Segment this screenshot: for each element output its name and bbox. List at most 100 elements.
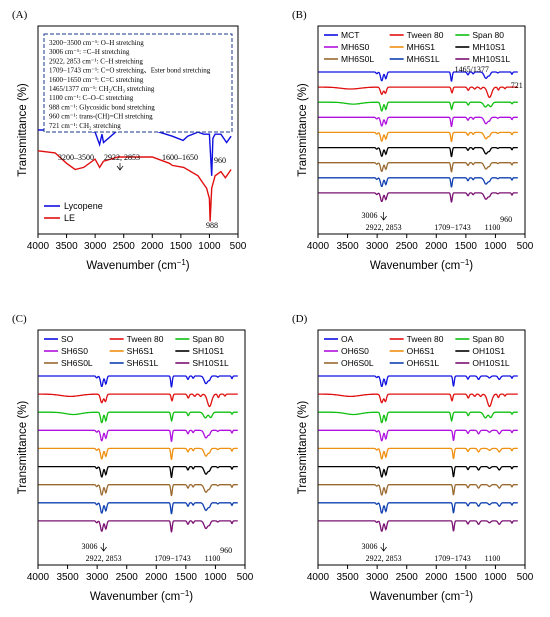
series-line bbox=[38, 429, 238, 442]
peak-arrow bbox=[116, 163, 124, 171]
peak-annotation: 3006 bbox=[81, 542, 97, 551]
x-tick-label: 2000 bbox=[141, 241, 164, 252]
peak-annotation: 1465/1377 bbox=[455, 65, 489, 74]
series-line bbox=[318, 192, 518, 203]
series-line-lycopene bbox=[38, 129, 232, 176]
legend-label: Tween 80 bbox=[407, 30, 444, 40]
legend-label: Lycopene bbox=[64, 201, 103, 211]
legend-label: SO bbox=[61, 334, 74, 344]
x-tick-label: 2500 bbox=[396, 241, 419, 252]
y-axis-label: Transmittance (%) bbox=[17, 401, 29, 495]
peak-annotation: 3006 bbox=[361, 211, 377, 220]
x-tick-label: 3500 bbox=[56, 572, 79, 583]
legend-label: Span 80 bbox=[472, 30, 504, 40]
x-tick-label: 2000 bbox=[425, 241, 448, 252]
peak-annotation: 960 bbox=[500, 215, 512, 224]
series-line bbox=[38, 502, 238, 515]
info-box-line: 1100 cm⁻¹: C–O–C stretching bbox=[49, 94, 134, 102]
panel-label: (C) bbox=[12, 313, 27, 325]
peak-annotation: 1709−1743 bbox=[434, 223, 471, 232]
legend-label: MH10S1 bbox=[472, 42, 505, 52]
x-tick-label: 500 bbox=[517, 572, 534, 583]
series-line bbox=[318, 447, 518, 460]
series-line bbox=[318, 411, 518, 424]
x-tick-label: 3000 bbox=[86, 572, 109, 583]
legend-label: Tween 80 bbox=[127, 334, 164, 344]
peak-annotation: 960 bbox=[214, 156, 226, 165]
x-tick-label: 1500 bbox=[455, 572, 478, 583]
y-axis-label: Transmittance (%) bbox=[297, 83, 309, 177]
legend-label: OH6S1 bbox=[407, 346, 435, 356]
x-tick-label: 3000 bbox=[84, 241, 107, 252]
peak-annotation: 1709−1743 bbox=[434, 554, 471, 563]
peak-annotation: 2922, 2853 bbox=[366, 554, 402, 563]
x-tick-label: 1000 bbox=[484, 241, 507, 252]
series-line bbox=[318, 375, 518, 387]
series-line bbox=[318, 502, 518, 514]
legend-label: LE bbox=[64, 213, 75, 223]
peak-annotation: 2922, 2853 bbox=[366, 223, 402, 232]
series-line bbox=[318, 177, 518, 188]
peak-annotation: 988 bbox=[206, 221, 218, 230]
info-box-line: 1709−1743 cm⁻¹: C=O stretching、Ester bon… bbox=[49, 67, 211, 75]
legend-label: MH10S1L bbox=[472, 54, 510, 64]
peak-annotation: 1100 bbox=[205, 554, 221, 563]
x-tick-label: 2000 bbox=[145, 572, 168, 583]
info-box bbox=[43, 33, 233, 133]
info-box-line: 988 cm⁻¹: Glycosidic bond stretching bbox=[49, 103, 155, 111]
legend-label: SH10S1L bbox=[192, 358, 229, 368]
legend-label: MH6S1L bbox=[407, 54, 440, 64]
info-box-line: 721 cm⁻¹: CH₂ stretching bbox=[49, 122, 121, 130]
x-tick-label: 1000 bbox=[484, 572, 507, 583]
x-tick-label: 3500 bbox=[336, 241, 359, 252]
x-tick-label: 1000 bbox=[204, 572, 227, 583]
x-tick-label: 4000 bbox=[307, 572, 330, 583]
series-line bbox=[38, 465, 238, 479]
x-tick-label: 3000 bbox=[366, 572, 389, 583]
peak-arrow bbox=[380, 543, 387, 552]
x-tick-label: 1500 bbox=[455, 241, 478, 252]
legend-label: OH6S0 bbox=[341, 346, 369, 356]
peak-arrow bbox=[100, 543, 107, 552]
x-tick-label: 500 bbox=[517, 241, 534, 252]
x-axis-label: Wavenumber (cm−1) bbox=[370, 258, 473, 272]
info-box-line: 1465/1377 cm⁻¹: CH₂/CH₃ stretching bbox=[49, 85, 155, 93]
peak-annotation: 3006 bbox=[361, 542, 377, 551]
series-line bbox=[318, 484, 518, 496]
legend-label: SH6S0 bbox=[61, 346, 88, 356]
series-line bbox=[318, 86, 518, 99]
x-tick-label: 3000 bbox=[366, 241, 389, 252]
x-tick-label: 3500 bbox=[55, 241, 78, 252]
x-tick-label: 1000 bbox=[198, 241, 221, 252]
legend-label: OH6S1L bbox=[407, 358, 440, 368]
x-tick-label: 3500 bbox=[336, 572, 359, 583]
series-line bbox=[318, 393, 518, 408]
plot-frame bbox=[317, 329, 526, 566]
series-line-le bbox=[37, 150, 232, 222]
peak-annotation: 2922, 2853 bbox=[86, 554, 122, 563]
x-axis-label: Wavenumber (cm−1) bbox=[370, 589, 473, 603]
legend-label: Span 80 bbox=[192, 334, 224, 344]
series-line bbox=[38, 375, 238, 388]
panel-1: (A) 4000 3500 3000 2500 2000 1500 1000 500 Wavenu… bbox=[12, 9, 247, 272]
x-tick-label: 4000 bbox=[307, 241, 330, 252]
legend-label: MH6S0L bbox=[341, 54, 374, 64]
legend-label: OH6S0L bbox=[341, 358, 374, 368]
info-box-line: 3006 cm⁻¹: =C–H stretching bbox=[49, 48, 130, 56]
peak-arrow bbox=[380, 212, 387, 221]
legend-label: MH6S1 bbox=[407, 42, 436, 52]
series-line bbox=[318, 146, 518, 158]
peak-annotation: 3200–3500 bbox=[58, 153, 94, 162]
legend-label: MCT bbox=[341, 30, 359, 40]
panel-label: (B) bbox=[292, 9, 307, 21]
peak-annotation: 1100 bbox=[485, 223, 501, 232]
x-tick-label: 2500 bbox=[113, 241, 136, 252]
legend-label: SH10S1 bbox=[192, 346, 224, 356]
x-tick-label: 2000 bbox=[425, 572, 448, 583]
legend-label: SH6S1 bbox=[127, 346, 154, 356]
panel-label: (A) bbox=[12, 9, 28, 21]
peak-annotation: 1600–1650 bbox=[162, 153, 198, 162]
x-tick-label: 500 bbox=[230, 241, 247, 252]
series-line bbox=[318, 162, 518, 173]
legend-label: OA bbox=[341, 334, 354, 344]
